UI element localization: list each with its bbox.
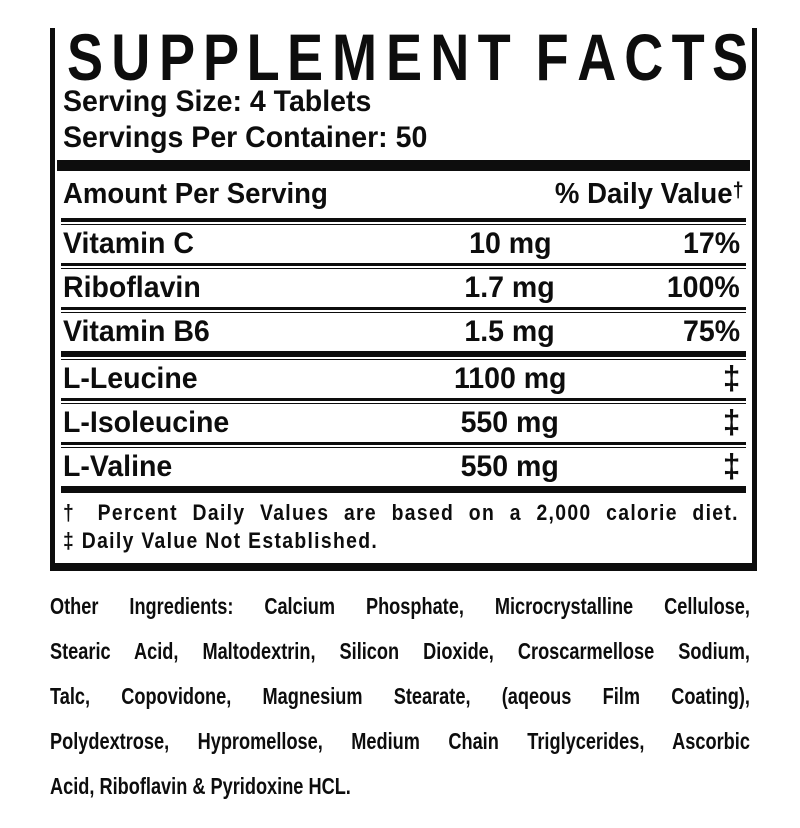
nutrient-dv: ‡: [630, 449, 744, 485]
servings-per-container-line: Servings Per Container: 50: [63, 118, 744, 156]
row-divider: [61, 263, 746, 269]
nutrient-amount: 1.7 mg: [464, 271, 556, 304]
nutrient-name: Vitamin C: [63, 227, 194, 260]
nutrient-name: L-Isoleucine: [63, 406, 230, 439]
nutrient-name: L-Valine: [63, 450, 173, 483]
dagger-symbol: †: [732, 179, 744, 202]
nutrient-amount: 550 mg: [460, 406, 560, 439]
footnote-not-established: ‡ Daily Value Not Established.: [63, 528, 379, 553]
table-row: L-Valine 550 mg ‡: [63, 448, 744, 486]
other-ingredients-line: Other Ingredients: Calcium Phosphate, Mi…: [50, 584, 750, 629]
row-divider: [61, 442, 746, 448]
footnote-daily-values: † Percent Daily Values are based on a 2,…: [63, 500, 739, 525]
nutrient-amount: 10 mg: [468, 227, 552, 260]
double-dagger-symbol: ‡: [722, 403, 740, 440]
nutrient-name: Vitamin B6: [63, 315, 210, 348]
nutrient-dv: 100%: [667, 271, 740, 304]
table-row: Vitamin C 10 mg 17%: [63, 225, 744, 263]
amount-per-serving-header: Amount Per Serving: [63, 178, 328, 210]
other-ingredients-label: Other Ingredients:: [50, 593, 234, 619]
nutrient-dv: ‡: [630, 361, 744, 397]
servings-per-container-text: Servings Per Container: 50: [63, 121, 428, 154]
nutrient-name: Riboflavin: [63, 271, 201, 304]
other-ingredients-line: Talc, Copovidone, Magnesium Stearate, (a…: [50, 683, 750, 709]
serving-size-line: Serving Size: 4 Tablets: [63, 84, 744, 118]
other-ingredients-line: Acid, Riboflavin & Pyridoxine HCL.: [50, 773, 351, 799]
serving-size-text: Serving Size: 4 Tablets: [63, 85, 372, 118]
divider-heavy-top: [57, 160, 750, 171]
other-ingredients-line: Stearic Acid, Maltodextrin, Silicon Diox…: [50, 638, 750, 664]
daily-value-header: % Daily Value†: [545, 178, 744, 211]
nutrient-dv: ‡: [630, 405, 744, 441]
nutrient-dv: 75%: [682, 315, 740, 348]
table-row: L-Leucine 1100 mg ‡: [63, 360, 744, 398]
nutrient-amount: 1100 mg: [453, 362, 567, 395]
daily-value-label: % Daily Value: [555, 178, 733, 210]
double-dagger-symbol: ‡: [722, 359, 740, 396]
table-row: Riboflavin 1.7 mg 100%: [63, 269, 744, 307]
table-row: Vitamin B6 1.5 mg 75%: [63, 313, 744, 351]
row-divider: [61, 307, 746, 313]
section-divider: [61, 351, 746, 360]
table-row: L-Isoleucine 550 mg ‡: [63, 404, 744, 442]
double-dagger-symbol: ‡: [722, 447, 740, 484]
divider-footnotes: [61, 486, 746, 493]
nutrient-amount: 550 mg: [460, 450, 560, 483]
other-ingredients-line: Polydextrose, Hypromellose, Medium Chain…: [50, 728, 750, 754]
nutrient-dv: 17%: [682, 227, 740, 260]
other-ingredients-text: Calcium Phosphate, Microcrystalline Cell…: [264, 593, 750, 619]
row-divider: [61, 398, 746, 404]
table-header-row: Amount Per Serving % Daily Value†: [63, 171, 744, 218]
nutrient-amount: 1.5 mg: [464, 315, 556, 348]
footnotes: † Percent Daily Values are based on a 2,…: [63, 493, 744, 563]
divider-header: [61, 218, 746, 225]
other-ingredients-paragraph: Other Ingredients: Calcium Phosphate, Mi…: [50, 584, 800, 809]
nutrient-name: L-Leucine: [63, 362, 198, 395]
